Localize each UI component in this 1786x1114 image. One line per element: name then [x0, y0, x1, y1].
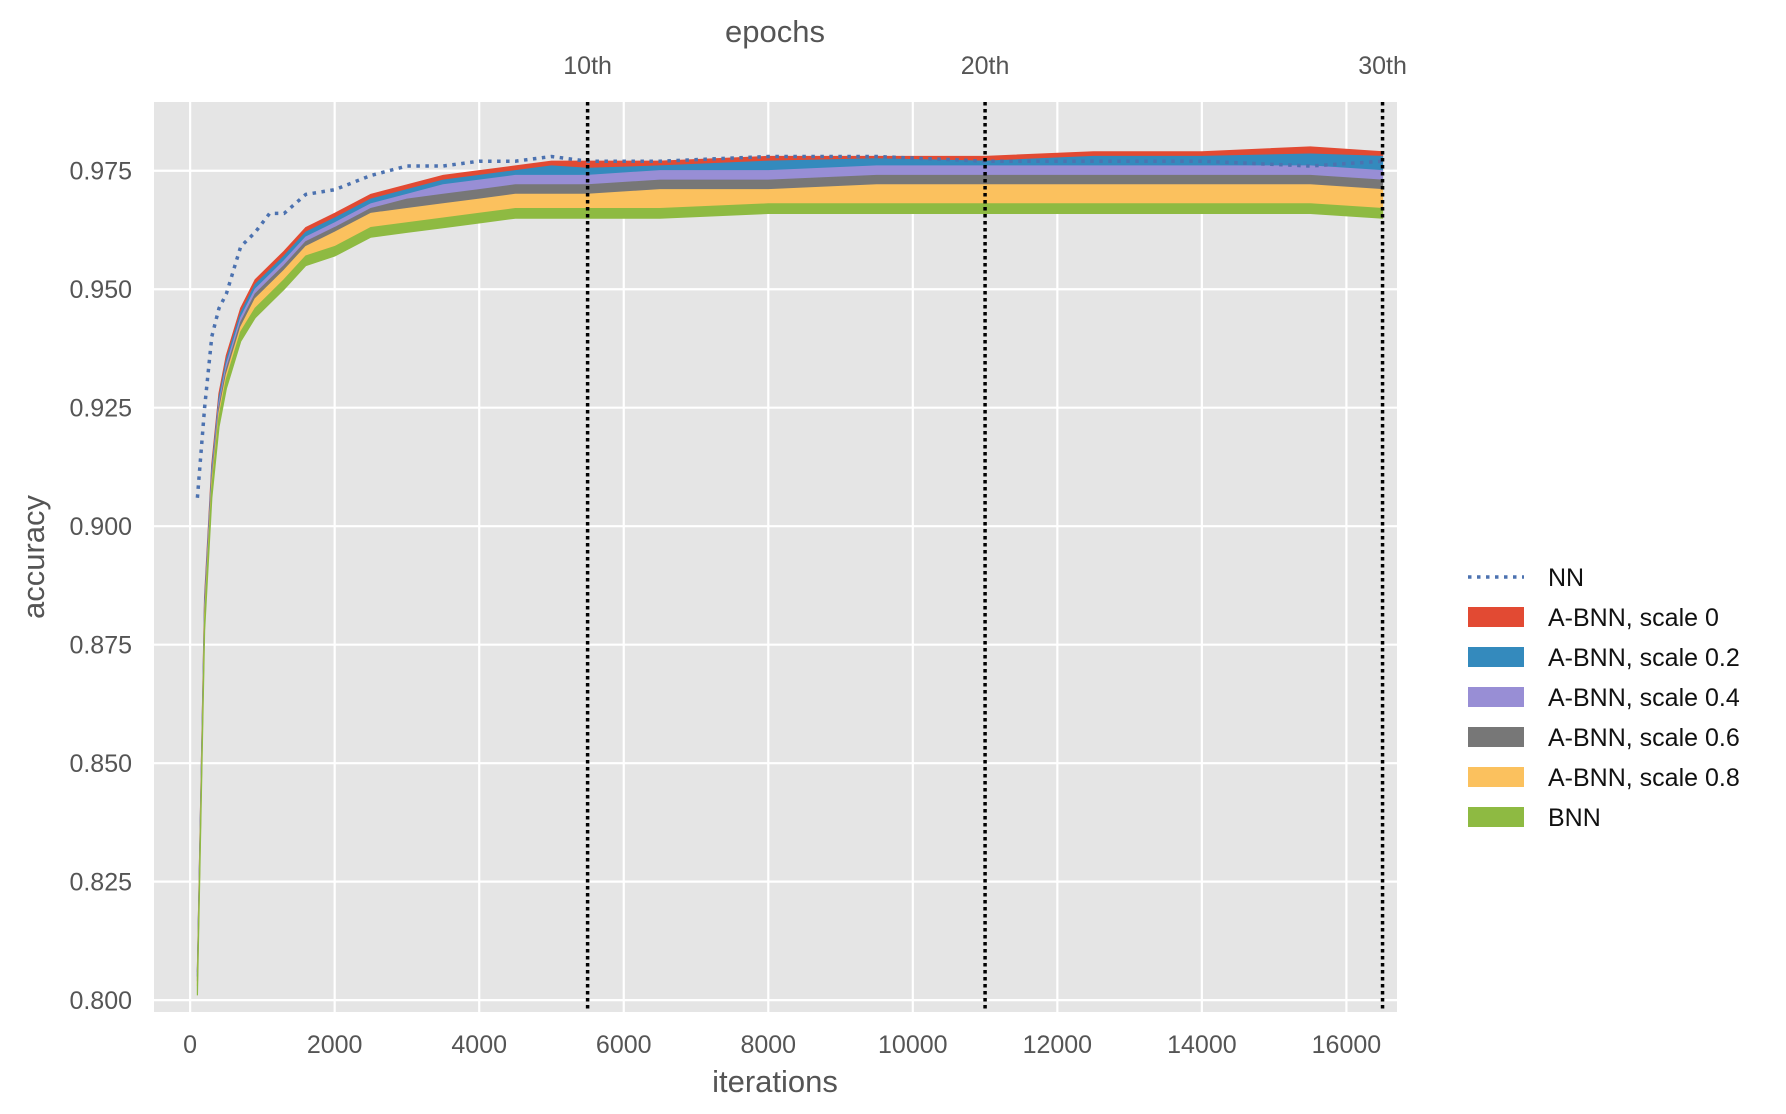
legend-swatch — [1468, 727, 1524, 747]
legend-label: NN — [1548, 564, 1584, 592]
x-tick-label: 4000 — [451, 1031, 507, 1059]
y-tick-label: 0.825 — [69, 869, 132, 897]
epoch-marker-label: 10th — [563, 52, 612, 80]
x-tick-label: 6000 — [596, 1031, 652, 1059]
x-tick-label: 12000 — [1023, 1031, 1093, 1059]
y-tick-label: 0.875 — [69, 632, 132, 660]
y-tick-label: 0.850 — [69, 750, 132, 778]
epoch-marker-label: 20th — [961, 52, 1010, 80]
y-tick-label: 0.800 — [69, 987, 132, 1015]
legend-label: A-BNN, scale 0 — [1548, 604, 1719, 632]
legend: NN A-BNN, scale 0 A-BNN, scale 0.2 A-BNN, s… — [1468, 564, 1740, 832]
series-band-bnn — [196, 203, 1384, 996]
x-axis-title: iterations — [712, 1064, 838, 1099]
legend-label: A-BNN, scale 0.6 — [1548, 724, 1740, 752]
plot-background — [154, 102, 1397, 1012]
epoch-markers: 10th 20th 30th — [563, 52, 1407, 1012]
legend-swatch — [1468, 807, 1524, 827]
y-tick-label: 0.900 — [69, 513, 132, 541]
top-axis-title: epochs — [725, 14, 825, 49]
grid — [154, 102, 1397, 1012]
y-tick-label: 0.950 — [69, 276, 132, 304]
x-tick-label: 2000 — [307, 1031, 363, 1059]
x-tick-label: 16000 — [1312, 1031, 1382, 1059]
y-tick-label: 0.925 — [69, 395, 132, 423]
legend-swatch — [1468, 647, 1524, 667]
legend-label: BNN — [1548, 804, 1601, 832]
x-tick-label: 10000 — [878, 1031, 948, 1059]
epoch-marker-label: 30th — [1358, 52, 1407, 80]
x-tick-label: 14000 — [1167, 1031, 1237, 1059]
x-tick-label: 8000 — [740, 1031, 796, 1059]
y-tick-label: 0.975 — [69, 158, 132, 186]
x-tick-label: 0 — [183, 1031, 197, 1059]
y-axis-title: accuracy — [16, 494, 51, 619]
legend-swatch — [1468, 607, 1524, 627]
legend-label: A-BNN, scale 0.4 — [1548, 684, 1740, 712]
legend-label: A-BNN, scale 0.8 — [1548, 764, 1740, 792]
series-lines — [195, 154, 1383, 498]
legend-swatch — [1468, 687, 1524, 707]
legend-swatch — [1468, 767, 1524, 787]
legend-label: A-BNN, scale 0.2 — [1548, 644, 1740, 672]
tick-labels: 0 2000 4000 6000 8000 10000 12000 14000 16000 0.8… — [69, 158, 1381, 1059]
series-line-nn — [195, 154, 1383, 498]
